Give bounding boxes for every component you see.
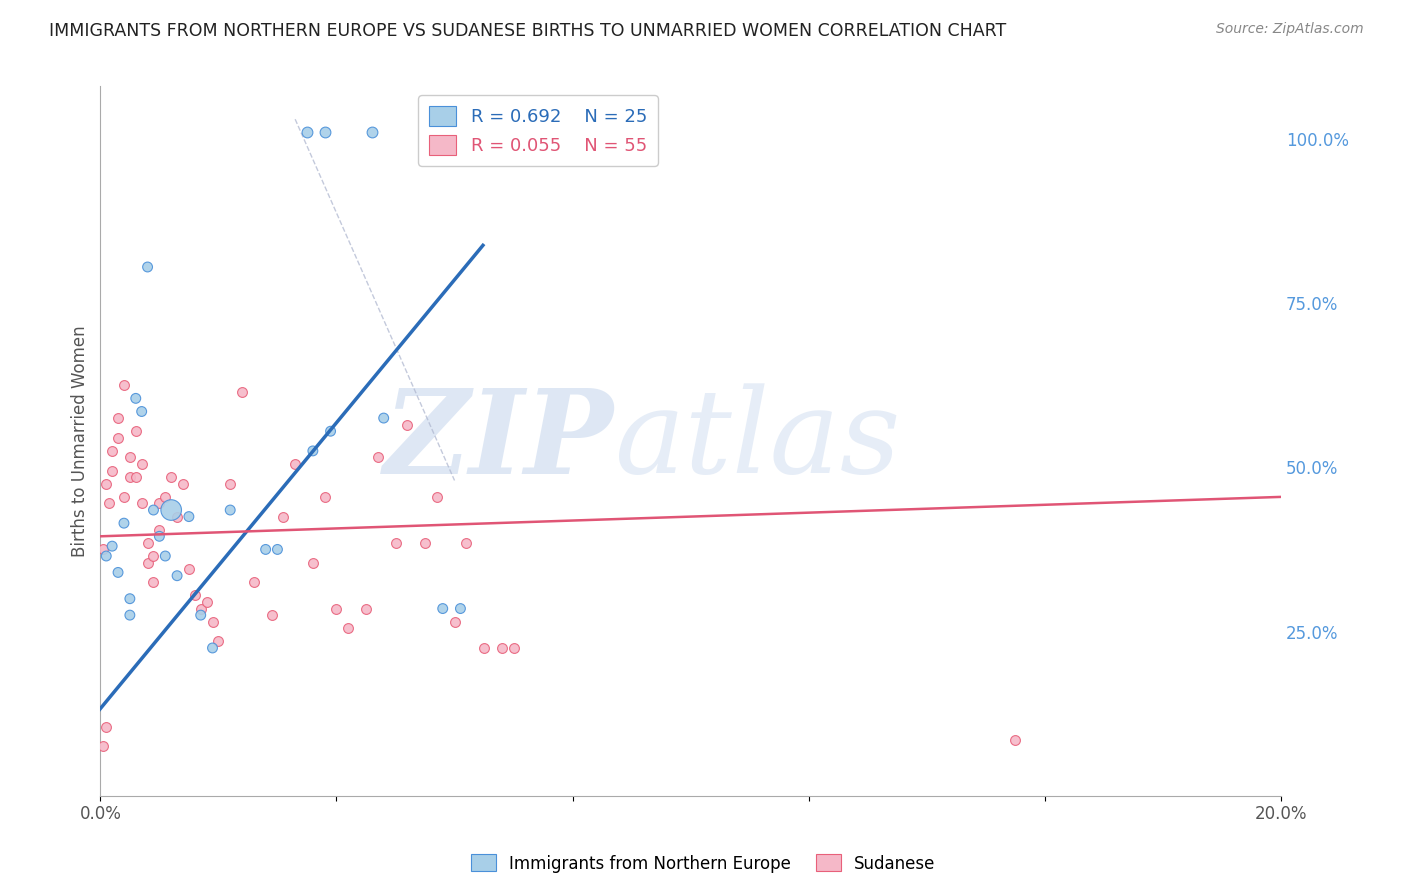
Point <box>112 378 135 392</box>
Point <box>172 476 194 491</box>
Point <box>136 260 159 274</box>
Point <box>107 566 129 580</box>
Point <box>118 608 141 623</box>
Point <box>449 601 471 615</box>
Point <box>302 444 325 458</box>
Point <box>302 556 325 570</box>
Text: ZIP: ZIP <box>384 384 614 499</box>
Text: atlas: atlas <box>614 384 900 499</box>
Point <box>184 589 207 603</box>
Point <box>98 496 121 510</box>
Point <box>131 457 153 471</box>
Text: IMMIGRANTS FROM NORTHERN EUROPE VS SUDANESE BIRTHS TO UNMARRIED WOMEN CORRELATIO: IMMIGRANTS FROM NORTHERN EUROPE VS SUDAN… <box>49 22 1007 40</box>
Point <box>314 125 336 139</box>
Point <box>219 476 242 491</box>
Point <box>367 450 389 465</box>
Point <box>190 601 212 615</box>
Point <box>384 536 406 550</box>
Legend: Immigrants from Northern Europe, Sudanese: Immigrants from Northern Europe, Sudanes… <box>464 847 942 880</box>
Point <box>101 539 124 553</box>
Point <box>1004 733 1026 747</box>
Point <box>231 384 253 399</box>
Point <box>112 516 135 531</box>
Text: Source: ZipAtlas.com: Source: ZipAtlas.com <box>1216 22 1364 37</box>
Point <box>136 536 159 550</box>
Y-axis label: Births to Unmarried Women: Births to Unmarried Women <box>72 326 89 557</box>
Point <box>502 640 524 655</box>
Point <box>337 621 360 635</box>
Point <box>166 568 188 582</box>
Point <box>160 470 183 484</box>
Point <box>101 444 124 458</box>
Point <box>432 601 454 615</box>
Point <box>354 601 377 615</box>
Point <box>266 542 288 557</box>
Point <box>118 591 141 606</box>
Point <box>112 490 135 504</box>
Point <box>125 470 148 484</box>
Point <box>148 529 170 543</box>
Point <box>254 542 277 557</box>
Point <box>118 450 141 465</box>
Point <box>142 575 165 590</box>
Legend: R = 0.692    N = 25, R = 0.055    N = 55: R = 0.692 N = 25, R = 0.055 N = 55 <box>419 95 658 166</box>
Point <box>319 424 342 438</box>
Point <box>195 595 218 609</box>
Point <box>201 640 224 655</box>
Point <box>160 503 183 517</box>
Point <box>155 549 177 563</box>
Point <box>107 431 129 445</box>
Point <box>314 490 336 504</box>
Point <box>118 470 141 484</box>
Point <box>273 509 295 524</box>
Point <box>456 536 478 550</box>
Point <box>125 424 148 438</box>
Point <box>472 640 495 655</box>
Point <box>142 503 165 517</box>
Point <box>107 411 129 425</box>
Point <box>125 392 148 406</box>
Point <box>91 739 114 754</box>
Point <box>177 562 200 576</box>
Point <box>148 523 170 537</box>
Point <box>101 464 124 478</box>
Point <box>136 556 159 570</box>
Point <box>190 608 212 623</box>
Point <box>142 549 165 563</box>
Point <box>207 634 229 648</box>
Point <box>131 404 153 418</box>
Point <box>413 536 436 550</box>
Point <box>491 640 513 655</box>
Point <box>373 411 395 425</box>
Point <box>91 542 114 557</box>
Point <box>325 601 347 615</box>
Point <box>166 509 188 524</box>
Point <box>426 490 449 504</box>
Point <box>260 608 283 623</box>
Point <box>148 496 170 510</box>
Point <box>219 503 242 517</box>
Point <box>243 575 266 590</box>
Point <box>284 457 307 471</box>
Point <box>201 615 224 629</box>
Point <box>96 476 118 491</box>
Point <box>361 125 384 139</box>
Point <box>155 490 177 504</box>
Point <box>131 496 153 510</box>
Point <box>443 615 465 629</box>
Point <box>96 549 118 563</box>
Point <box>96 720 118 734</box>
Point <box>177 509 200 524</box>
Point <box>396 417 419 432</box>
Point <box>295 125 318 139</box>
